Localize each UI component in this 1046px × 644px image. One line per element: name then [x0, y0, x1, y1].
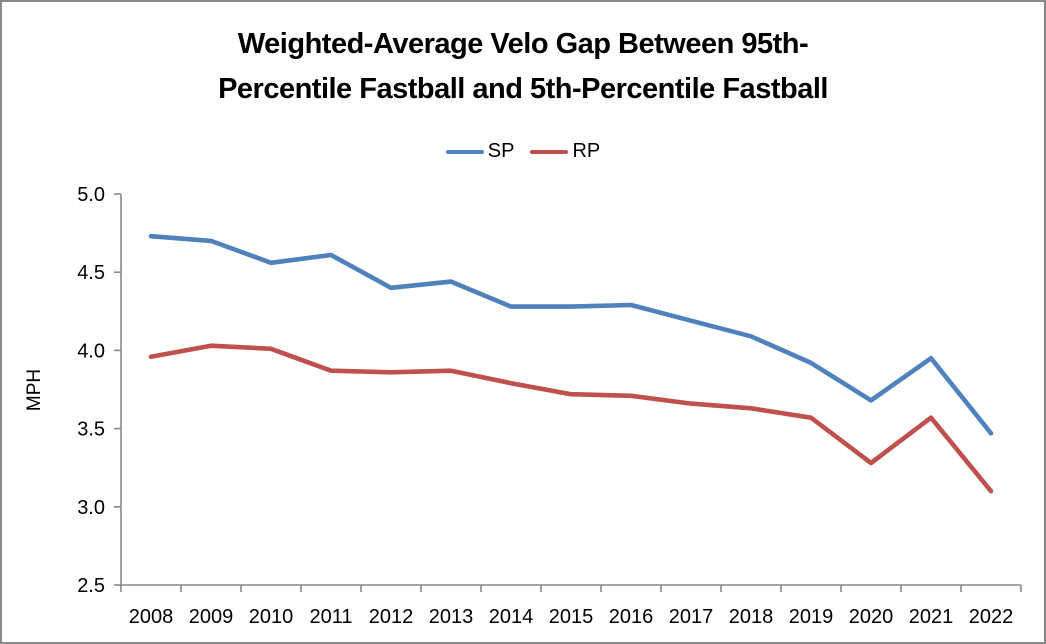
legend: SP RP [2, 140, 1044, 163]
x-tick-label: 2008 [129, 606, 174, 628]
x-tick-label: 2021 [909, 606, 954, 628]
x-tick-label: 2009 [189, 606, 234, 628]
x-tick-label: 2012 [369, 606, 414, 628]
sp-series-line [148, 233, 994, 436]
chart-title-line2: Percentile Fastball and 5th-Percentile F… [218, 73, 828, 105]
rp-series-line [148, 343, 994, 494]
legend-item-sp: SP [445, 140, 515, 163]
x-tick-label: 2015 [549, 606, 594, 628]
x-tick-label: 2020 [849, 606, 894, 628]
x-tick-label: 2016 [609, 606, 654, 628]
y-axis-title: MPH [24, 369, 45, 411]
legend-label-rp: RP [572, 140, 601, 162]
y-tick-label: 3.5 [77, 419, 105, 441]
sp-line-swatch [445, 149, 484, 154]
y-tick-label: 4.5 [77, 262, 105, 284]
x-tick-label: 2019 [789, 606, 834, 628]
y-tick-label: 4.0 [77, 340, 105, 362]
x-tick-label: 2011 [309, 606, 352, 628]
legend-item-rp: RP [530, 140, 600, 163]
y-tick-label: 3.0 [77, 497, 105, 519]
x-tick-label: 2013 [429, 606, 474, 628]
legend-label-sp: SP [487, 140, 515, 162]
x-tick-label: 2018 [729, 606, 774, 628]
chart-title-line1: Weighted-Average Velo Gap Between 95th- [237, 28, 809, 60]
x-tick-label: 2014 [489, 606, 534, 628]
y-tick-label: 5.0 [77, 184, 105, 206]
chart-title: Weighted-Average Velo Gap Between 95th- … [2, 22, 1044, 112]
x-tick-label: 2010 [249, 606, 294, 628]
y-tick-label: 2.5 [77, 575, 105, 597]
rp-line-swatch [530, 149, 569, 154]
x-tick-label: 2022 [969, 606, 1014, 628]
x-tick-label: 2017 [669, 606, 714, 628]
